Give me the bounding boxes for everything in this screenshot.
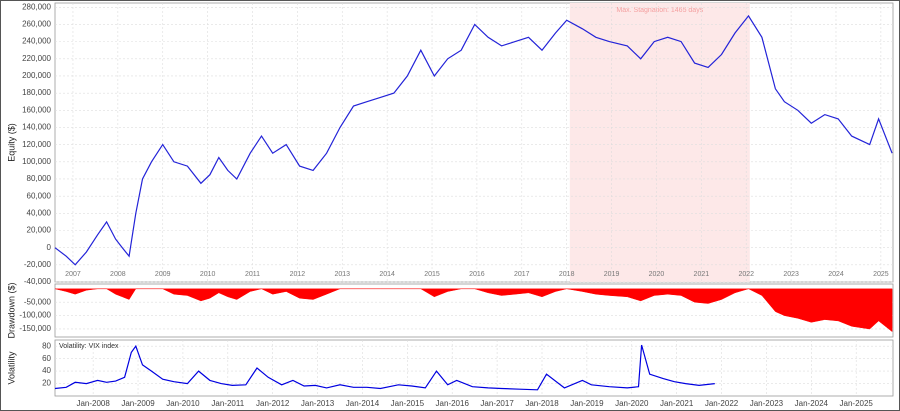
y-tick-label: 20: [42, 379, 51, 388]
x-tick-label: 2023: [783, 271, 799, 278]
y-tick-label: 280,000: [22, 2, 51, 11]
plot-area: [54, 2, 894, 283]
series-line: [54, 344, 715, 391]
x-tick-label: 2021: [694, 271, 710, 278]
y-tick-label: -150,000: [19, 324, 51, 333]
x-tick-label: Jan-2008: [76, 399, 110, 408]
x-tick-label: 2007: [65, 271, 81, 278]
x-tick-label: Jan-2017: [480, 399, 514, 408]
x-tick-label: 2012: [290, 271, 306, 278]
x-tick-label: Jan-2010: [166, 399, 200, 408]
x-tick-label: Jan-2011: [211, 399, 244, 408]
x-tick-label: 2014: [379, 271, 395, 278]
x-tick-label: 2011: [245, 271, 260, 278]
y-axis-label: Equity ($): [6, 123, 16, 162]
x-tick-label: 2018: [559, 271, 575, 278]
y-tick-label: 220,000: [22, 54, 51, 63]
y-tick-label: 0: [47, 243, 52, 252]
x-tick-label: 2008: [110, 271, 126, 278]
x-tick-label: 2010: [200, 271, 216, 278]
y-tick-label: 20,000: [27, 226, 52, 235]
y-tick-label: 160,000: [22, 105, 51, 114]
y-tick-label: 120,000: [22, 140, 51, 149]
x-tick-label: Jan-2018: [525, 399, 559, 408]
y-tick-label: -40,000: [24, 277, 52, 286]
plot-area: [54, 339, 894, 397]
x-tick-label: 2022: [738, 271, 754, 278]
y-axis-label: Drawdown ($): [6, 282, 16, 338]
y-tick-label: 40,000: [27, 208, 52, 217]
drawdown-area: [54, 288, 893, 333]
series-line: [54, 14, 893, 266]
y-tick-label: 260,000: [22, 20, 51, 29]
y-tick-label: 100,000: [22, 157, 51, 166]
y-tick-label: -100,000: [19, 311, 51, 320]
x-tick-label: 2019: [604, 271, 620, 278]
y-tick-label: 240,000: [22, 37, 51, 46]
x-tick-label: 2024: [828, 271, 844, 278]
x-tick-label: 2009: [155, 271, 171, 278]
stagnation-band: [569, 3, 750, 282]
x-tick-label: 2017: [514, 271, 530, 278]
annotation: Max. Stagnation: 1465 days: [616, 7, 703, 14]
x-tick-label: Jan-2015: [391, 399, 425, 408]
y-tick-label: 60: [42, 354, 51, 363]
x-tick-label: Jan-2009: [121, 399, 155, 408]
x-tick-label: Jan-2024: [795, 399, 829, 408]
x-tick-label: Jan-2022: [705, 399, 739, 408]
y-tick-label: 80: [42, 341, 51, 350]
y-axis-label: Volatility: [6, 351, 16, 385]
y-tick-label: -50,000: [24, 297, 52, 306]
x-tick-label: Jan-2021: [660, 399, 694, 408]
x-tick-label: 2015: [424, 271, 440, 278]
y-tick-label: 140,000: [22, 123, 51, 132]
x-tick-label: 2013: [334, 271, 350, 278]
y-tick-label: 60,000: [27, 191, 52, 200]
x-tick-label: Jan-2016: [436, 399, 470, 408]
panel-label: Volatility: VIX index: [59, 343, 119, 350]
x-tick-label: Jan-2012: [256, 399, 290, 408]
x-tick-label: Jan-2020: [615, 399, 649, 408]
y-tick-label: 200,000: [22, 71, 51, 80]
x-tick-label: 2020: [649, 271, 665, 278]
x-tick-label: Jan-2013: [301, 399, 335, 408]
x-tick-label: Jan-2019: [570, 399, 604, 408]
x-tick-label: Jan-2014: [346, 399, 380, 408]
y-tick-label: 40: [42, 366, 51, 375]
x-tick-label: 2016: [469, 271, 485, 278]
x-tick-label: Jan-2023: [750, 399, 784, 408]
y-tick-label: -20,000: [24, 260, 52, 269]
y-tick-label: 180,000: [22, 88, 51, 97]
y-tick-label: 80,000: [27, 174, 52, 183]
x-tick-label: Jan-2025: [840, 399, 874, 408]
x-tick-label: 2025: [873, 271, 889, 278]
